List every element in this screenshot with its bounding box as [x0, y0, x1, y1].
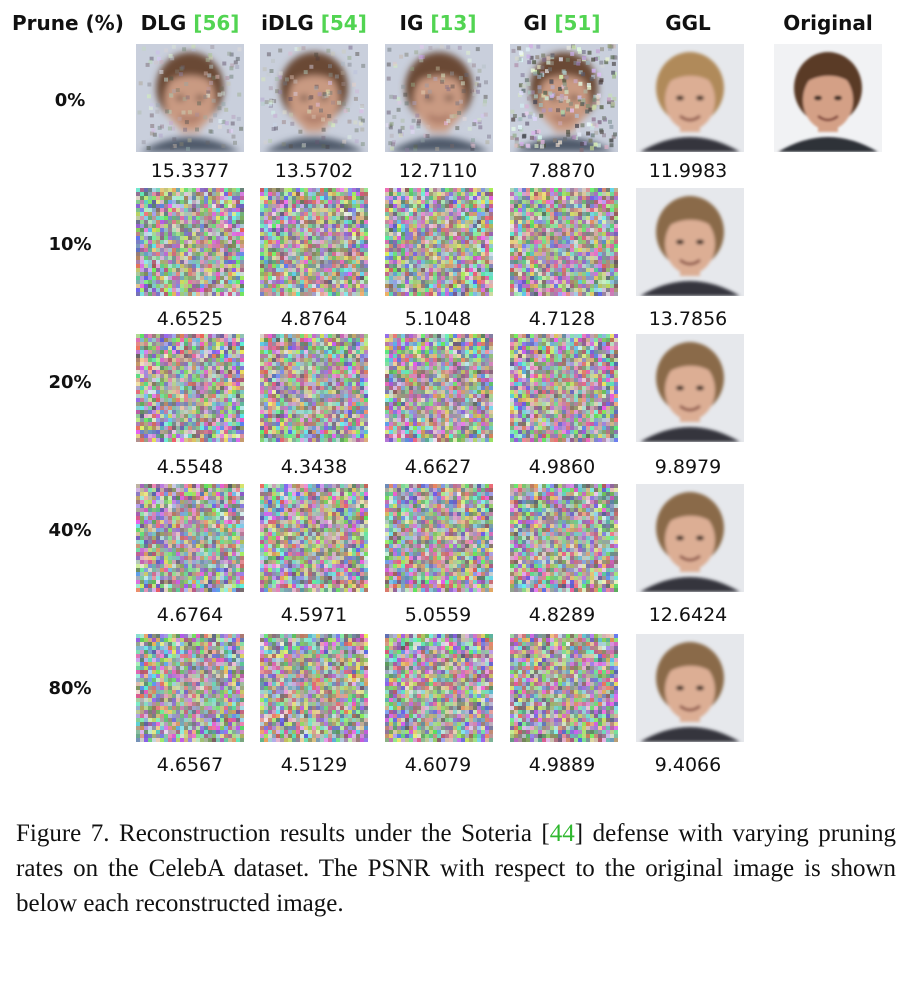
reconstruction-image [510, 334, 618, 442]
reconstruction-image [510, 634, 618, 742]
row-label-20: 20% [48, 372, 92, 393]
header-ig: IG [13] [399, 11, 477, 35]
prune-header: Prune (%) [12, 11, 124, 35]
reconstruction-image [260, 44, 368, 152]
reconstruction-image [510, 484, 618, 592]
reconstruction-image [260, 334, 368, 442]
reconstruction-image [636, 44, 744, 152]
reconstruction-image [510, 188, 618, 296]
psnr-value: 9.8979 [654, 456, 722, 478]
psnr-value: 4.7128 [528, 308, 596, 330]
psnr-value: 9.4066 [654, 754, 722, 776]
reconstruction-image [636, 188, 744, 296]
reconstruction-image [260, 634, 368, 742]
psnr-value: 11.9983 [648, 160, 728, 182]
psnr-value: 4.6567 [156, 754, 224, 776]
psnr-value: 4.3438 [280, 456, 348, 478]
psnr-value: 7.8870 [528, 160, 596, 182]
psnr-value: 5.0559 [404, 604, 472, 626]
reconstruction-image [260, 188, 368, 296]
row-label-0: 0% [54, 90, 86, 111]
reconstruction-image [136, 484, 244, 592]
row-label-10: 10% [48, 234, 92, 255]
reconstruction-image [385, 484, 493, 592]
psnr-value: 12.6424 [648, 604, 728, 626]
psnr-value: 4.8764 [280, 308, 348, 330]
header-dlg: DLG [56] [140, 11, 240, 35]
psnr-value: 4.9860 [528, 456, 596, 478]
psnr-value: 4.5129 [280, 754, 348, 776]
psnr-value: 4.8289 [528, 604, 596, 626]
psnr-value: 15.3377 [150, 160, 230, 182]
reconstruction-image [385, 334, 493, 442]
reconstruction-image [385, 44, 493, 152]
psnr-value: 13.7856 [648, 308, 728, 330]
header-ggl: GGL [665, 11, 711, 35]
psnr-value: 12.7110 [398, 160, 478, 182]
header-gi: GI [51] [523, 11, 601, 35]
reconstruction-image [260, 484, 368, 592]
psnr-value: 4.6627 [404, 456, 472, 478]
psnr-value: 13.5702 [274, 160, 354, 182]
psnr-value: 4.5548 [156, 456, 224, 478]
figure-caption: Figure 7. Reconstruction results under t… [16, 820, 896, 917]
psnr-value: 4.5971 [280, 604, 348, 626]
reconstruction-image [136, 634, 244, 742]
reconstruction-image [636, 634, 744, 742]
reconstruction-image [136, 188, 244, 296]
row-label-40: 40% [48, 520, 92, 541]
psnr-value: 5.1048 [404, 308, 472, 330]
header-original: Original [783, 11, 873, 35]
reconstruction-image [136, 334, 244, 442]
header-idlg: iDLG [54] [261, 11, 367, 35]
psnr-value: 4.6764 [156, 604, 224, 626]
reconstruction-image [385, 634, 493, 742]
psnr-value: 4.6525 [156, 308, 224, 330]
psnr-value: 4.6079 [404, 754, 472, 776]
reconstruction-image [510, 44, 618, 152]
reconstruction-image [636, 334, 744, 442]
original-image [774, 44, 882, 152]
row-label-80: 80% [48, 678, 92, 699]
psnr-value: 4.9889 [528, 754, 596, 776]
citation-link[interactable]: 44 [549, 820, 575, 847]
reconstruction-image [636, 484, 744, 592]
reconstruction-image [385, 188, 493, 296]
reconstruction-image [136, 44, 244, 152]
